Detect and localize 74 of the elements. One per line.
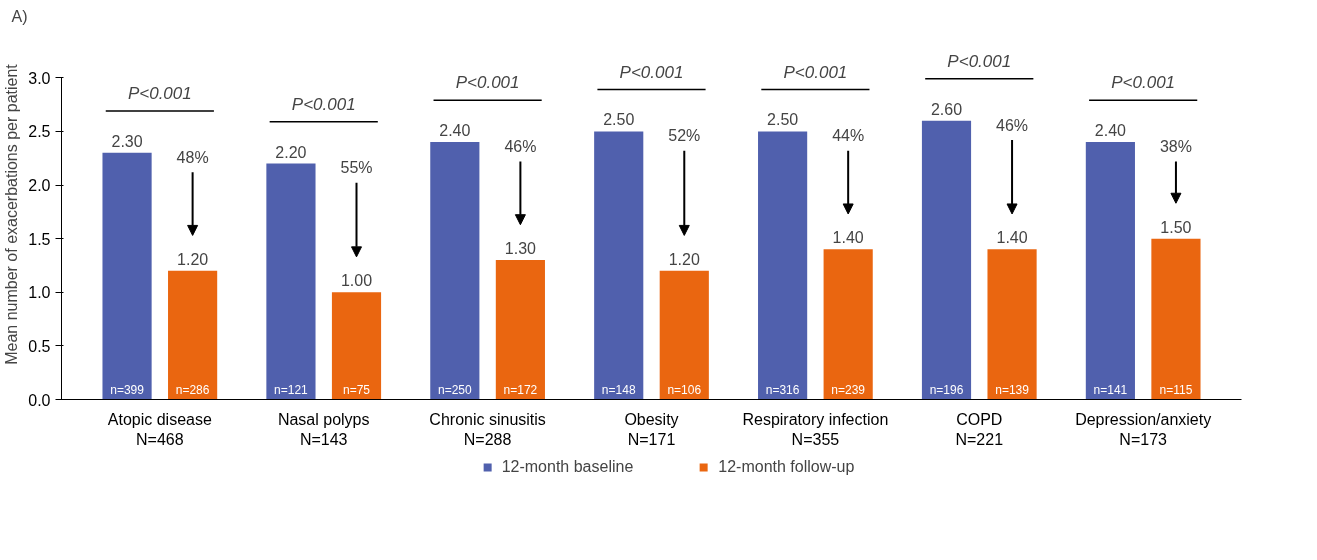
annotation: n=316 xyxy=(765,382,800,397)
x-tick-label: Chronic sinusitis N=288 xyxy=(429,410,546,448)
annotation: n=121 xyxy=(274,382,309,397)
bar xyxy=(987,249,1037,400)
data-label: 1.20 xyxy=(177,250,209,268)
data-label: 1.40 xyxy=(832,229,864,247)
text: A) xyxy=(11,7,28,25)
bar xyxy=(659,270,709,400)
annotation: 46% xyxy=(504,137,537,155)
annotation: 55% xyxy=(340,159,373,177)
annotation: n=139 xyxy=(995,382,1030,397)
y-tick-label: 0.0 xyxy=(28,391,51,409)
data-label: 2.20 xyxy=(275,143,307,161)
annotation: P<0.001 xyxy=(291,94,356,114)
y-axis-title: Mean number of exacerbations per patient xyxy=(3,63,21,365)
x-tick-label: Atopic disease N=468 xyxy=(107,410,212,448)
bar xyxy=(758,131,808,400)
annotation: n=115 xyxy=(1159,382,1193,397)
data-label: 1.30 xyxy=(504,240,537,258)
annotation: P<0.001 xyxy=(127,84,192,104)
data-label: 2.60 xyxy=(930,100,963,118)
annotation: n=399 xyxy=(110,382,145,397)
bar xyxy=(1151,238,1201,400)
data-label: 1.50 xyxy=(1160,218,1192,236)
annotation: n=148 xyxy=(601,382,636,397)
data-label: 2.50 xyxy=(767,111,799,129)
data-label: 1.40 xyxy=(996,229,1028,247)
bar xyxy=(168,270,218,400)
bar xyxy=(266,163,316,400)
annotation: 46% xyxy=(996,116,1029,134)
legend-label: 12-month baseline xyxy=(501,458,634,476)
data-label: 1.20 xyxy=(668,250,700,268)
annotation: n=250 xyxy=(437,382,473,397)
y-tick-label: 2.0 xyxy=(28,177,51,195)
x-tick-label: Respiratory infection N=355 xyxy=(742,410,889,448)
y-tick-label: 1.5 xyxy=(28,230,51,248)
x-tick-label: Depression/anxiety N=173 xyxy=(1075,410,1212,448)
annotation: 52% xyxy=(668,127,701,145)
annotation: P<0.001 xyxy=(1111,73,1176,93)
annotation: n=196 xyxy=(929,382,964,397)
bar xyxy=(331,292,382,400)
bar xyxy=(495,260,545,400)
x-tick-label: COPD N=221 xyxy=(955,410,1004,448)
annotation: n=172 xyxy=(503,382,538,397)
annotation: n=141 xyxy=(1093,382,1128,397)
annotation: P<0.001 xyxy=(783,62,848,82)
y-tick-label: 0.5 xyxy=(28,337,51,355)
annotation: P<0.001 xyxy=(455,73,520,93)
data-label: 2.50 xyxy=(603,111,635,129)
bar xyxy=(594,131,644,400)
y-tick-label: 1.0 xyxy=(28,284,51,302)
x-tick-label: Obesity N=171 xyxy=(624,410,679,448)
bar xyxy=(430,142,480,400)
bar xyxy=(1085,142,1135,400)
bar xyxy=(102,152,152,400)
legend-label: 12-month follow-up xyxy=(718,458,855,476)
data-label: 1.00 xyxy=(340,272,373,290)
data-label: 2.30 xyxy=(111,132,143,150)
annotation: n=286 xyxy=(175,382,210,397)
y-tick-label: 2.5 xyxy=(28,123,51,141)
annotation: 38% xyxy=(1159,137,1192,155)
data-label: 2.40 xyxy=(1094,122,1127,140)
annotation: 44% xyxy=(832,127,865,145)
annotation: 48% xyxy=(176,148,209,166)
annotation: n=239 xyxy=(831,382,866,397)
bar xyxy=(823,249,873,400)
annotation: P<0.001 xyxy=(619,62,684,82)
annotation: n=106 xyxy=(667,382,702,397)
x-tick-label: Nasal polyps N=143 xyxy=(277,410,370,448)
data-label: 2.40 xyxy=(439,122,471,140)
text: P<0.001 xyxy=(947,51,1012,71)
y-tick-label: 3.0 xyxy=(28,69,51,87)
bar xyxy=(921,120,972,400)
annotation: n=75 xyxy=(342,382,371,397)
